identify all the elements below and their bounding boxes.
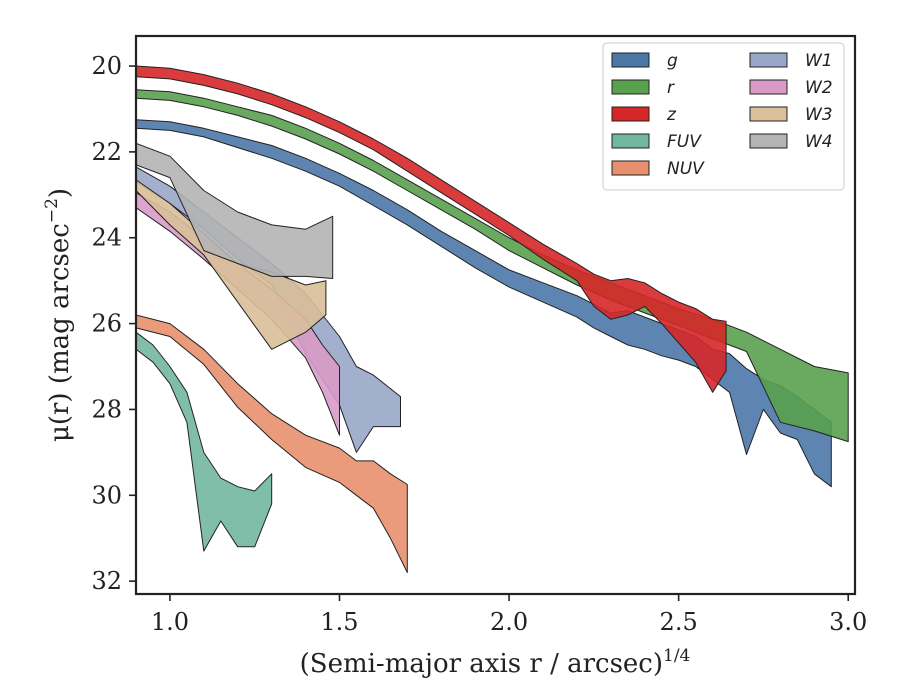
y-tick-label: 20 xyxy=(91,52,122,80)
legend-label-w1: W1 xyxy=(805,51,833,71)
legend-swatch-g xyxy=(611,52,650,68)
legend-label-w2: W2 xyxy=(805,78,833,98)
legend-label-g: g xyxy=(667,51,678,71)
legend-swatch-nuv xyxy=(611,160,650,176)
y-axis-ticks: 20 22 24 26 28 30 32 xyxy=(91,52,136,595)
profile-bands xyxy=(136,65,849,573)
y-tick-label: 24 xyxy=(91,224,122,252)
band-r xyxy=(136,89,849,443)
legend-label-w4: W4 xyxy=(805,132,833,152)
x-axis-label: (Semi-major axis r / arcsec)1/4 xyxy=(300,646,691,679)
y-tick-label: 26 xyxy=(91,310,122,338)
x-tick-label: 1.5 xyxy=(320,608,358,636)
legend-swatch-w2 xyxy=(749,79,788,95)
band-w3 xyxy=(136,179,327,350)
band-nuv xyxy=(136,314,408,573)
legend-swatch-w4 xyxy=(749,133,788,149)
legend-swatch-w3 xyxy=(749,106,788,122)
legend-swatch-w1 xyxy=(749,52,788,68)
legend-label-z: z xyxy=(666,105,677,125)
legend-label-fuv: FUV xyxy=(667,132,702,152)
y-axis-label: μ(r) (mag arcsec−2) xyxy=(42,188,75,442)
x-tick-label: 1.0 xyxy=(151,608,189,636)
y-tick-label: 22 xyxy=(91,138,122,166)
legend-swatch-r xyxy=(611,79,650,95)
band-z xyxy=(136,65,727,393)
x-axis-ticks: 1.0 1.5 2.0 2.5 3.0 xyxy=(151,594,867,636)
y-tick-label: 32 xyxy=(91,567,122,595)
legend-swatch-fuv xyxy=(611,133,650,149)
band-w4 xyxy=(136,142,334,279)
y-tick-label: 28 xyxy=(91,395,122,423)
legend-label-nuv: NUV xyxy=(667,159,705,179)
y-tick-label: 30 xyxy=(91,481,122,509)
legend-swatch-z xyxy=(611,106,650,122)
band-fuv xyxy=(136,331,273,552)
legend-label-r: r xyxy=(667,78,675,98)
x-tick-label: 3.0 xyxy=(829,608,867,636)
legend-label-w3: W3 xyxy=(805,105,833,125)
x-tick-label: 2.0 xyxy=(490,608,528,636)
plot-frame xyxy=(134,34,857,596)
x-tick-label: 2.5 xyxy=(660,608,698,636)
legend: grz FUV NUV W1 W2 W3 W4 xyxy=(602,42,845,191)
